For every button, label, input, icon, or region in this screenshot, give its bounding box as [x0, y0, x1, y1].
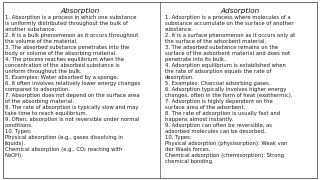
Text: Adsorption: Adsorption: [220, 8, 260, 14]
Text: 1. Adsorption is a process where molecules of a
substance accumulate on the surf: 1. Adsorption is a process where molecul…: [165, 15, 295, 164]
Text: 1. Absorption is a process in which one substance
is uniformly distributed throu: 1. Absorption is a process in which one …: [5, 15, 140, 158]
Text: Absorption: Absorption: [60, 8, 100, 14]
